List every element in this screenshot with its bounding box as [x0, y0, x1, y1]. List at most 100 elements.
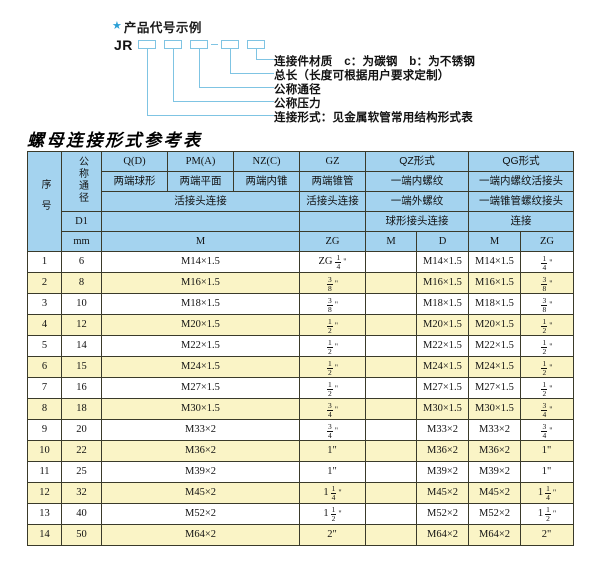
table-row: 8 18 M30×1.5 3 4 " M30×1.5 M30×1.5 3 4 " — [27, 398, 574, 420]
cell-qz-m — [365, 293, 417, 315]
cell-qz-d: M27×1.5 — [416, 377, 469, 399]
cell-qz-m — [365, 461, 417, 483]
header-unit-qz-m: M — [365, 231, 417, 252]
header-unit-qg-m: M — [468, 231, 521, 252]
table-row: 12 32 M45×2 1 1 4 " M45×2 M45×2 1 1 4 " — [27, 482, 574, 504]
cell-qg-zg: 3 8 " — [520, 272, 574, 294]
leader-line-1-horizontal — [256, 59, 274, 61]
table-row: 2 8 M16×1.5 3 8 " M16×1.5 M16×1.5 3 8 " — [27, 272, 574, 294]
leader-line-3-horizontal — [199, 87, 274, 89]
header-qz-desc3: 球形接头连接 — [365, 211, 469, 232]
header-unit-mm: mm — [61, 231, 102, 252]
cell-qg-zg: 3 8 " — [520, 293, 574, 315]
cell-qz-m — [365, 356, 417, 378]
cell-nominal-diameter: 50 — [61, 524, 102, 546]
header-group-gz-code: GZ — [299, 151, 366, 172]
cell-gz-zg: 1" — [299, 440, 366, 462]
table-row: 3 10 M18×1.5 3 8 " M18×1.5 M18×1.5 3 8 " — [27, 293, 574, 315]
cell-seq: 10 — [27, 440, 62, 462]
cell-qz-m — [365, 419, 417, 441]
cell-qz-d: M16×1.5 — [416, 272, 469, 294]
table-row: 7 16 M27×1.5 1 2 " M27×1.5 M27×1.5 1 2 " — [27, 377, 574, 399]
cell-seq: 9 — [27, 419, 62, 441]
cell-qg-zg: 1 2 " — [520, 356, 574, 378]
leader-line-3-vertical — [199, 49, 201, 88]
cell-seq: 4 — [27, 314, 62, 336]
header-nominal-diameter: 公称通径 — [61, 151, 102, 212]
header-qd-desc: 两端球形 — [101, 171, 168, 192]
header-unit-m: M — [101, 231, 300, 252]
header-row-units: mm M ZG M D M ZG — [28, 231, 574, 252]
header-d1: D1 — [61, 211, 102, 232]
table-body: 1 6 M14×1.5 ZG 1 4 " M14×1.5 M14×1.5 1 4 " 2 8 M16×1.5… — [27, 251, 574, 546]
cell-thread-m: M52×2 — [101, 503, 300, 525]
leader-line-2-vertical — [230, 49, 232, 74]
cell-qz-m — [365, 398, 417, 420]
cell-qz-m — [365, 251, 417, 273]
cell-thread-m: M33×2 — [101, 419, 300, 441]
cell-qg-zg: 3 4 " — [520, 398, 574, 420]
cell-qg-m: M39×2 — [468, 461, 521, 483]
cell-qg-m: M20×1.5 — [468, 314, 521, 336]
cell-thread-m: M22×1.5 — [101, 335, 300, 357]
cell-qg-m: M33×2 — [468, 419, 521, 441]
leader-line-5-vertical — [147, 49, 149, 116]
cell-qz-d: M33×2 — [416, 419, 469, 441]
header-qpn-connection: 活接头连接 — [101, 191, 300, 212]
cell-qz-m — [365, 503, 417, 525]
cell-qg-m: M14×1.5 — [468, 251, 521, 273]
cell-seq: 5 — [27, 335, 62, 357]
diagram-heading: 产品代号示例 — [123, 21, 202, 35]
cell-nominal-diameter: 8 — [61, 272, 102, 294]
cell-seq: 6 — [27, 356, 62, 378]
header-gz-desc: 两端锥管 — [299, 171, 366, 192]
cell-qg-zg: 1 1 2 " — [520, 503, 574, 525]
cell-nominal-diameter: 15 — [61, 356, 102, 378]
table-row: 14 50 M64×2 2" M64×2 M64×2 2" — [27, 524, 574, 546]
cell-gz-zg: 3 4 " — [299, 398, 366, 420]
cell-qg-zg: 1" — [520, 461, 574, 483]
cell-gz-zg: 3 8 " — [299, 293, 366, 315]
cell-seq: 1 — [27, 251, 62, 273]
header-group-qd-code: Q(D) — [101, 151, 168, 172]
cell-nominal-diameter: 22 — [61, 440, 102, 462]
cell-thread-m: M36×2 — [101, 440, 300, 462]
cell-nominal-diameter: 20 — [61, 419, 102, 441]
leader-line-5-horizontal — [147, 115, 274, 117]
cell-gz-zg: 3 4 " — [299, 419, 366, 441]
cell-qg-m: M22×1.5 — [468, 335, 521, 357]
cell-nominal-diameter: 32 — [61, 482, 102, 504]
cell-qg-m: M64×2 — [468, 524, 521, 546]
table-row: 5 14 M22×1.5 1 2 " M22×1.5 M22×1.5 1 2 " — [27, 335, 574, 357]
cell-nominal-diameter: 6 — [61, 251, 102, 273]
cell-gz-zg: 3 8 " — [299, 272, 366, 294]
cell-qg-zg: 1 2 " — [520, 314, 574, 336]
cell-qg-m: M18×1.5 — [468, 293, 521, 315]
cell-qg-zg: 1" — [520, 440, 574, 462]
code-box-4 — [221, 40, 239, 49]
code-label-nominal-diameter: 公称通径 — [274, 84, 321, 96]
header-group-pma-code: PM(A) — [167, 151, 234, 172]
leader-line-2-horizontal — [230, 73, 274, 75]
nut-connection-spec-table: 序号 公称通径 Q(D) PM(A) NZ(C) GZ QZ形式 QG形式 两端… — [27, 151, 574, 546]
cell-thread-m: M27×1.5 — [101, 377, 300, 399]
code-box-5 — [247, 40, 265, 49]
table-row: 10 22 M36×2 1" M36×2 M36×2 1" — [27, 440, 574, 462]
cell-seq: 3 — [27, 293, 62, 315]
cell-seq: 14 — [27, 524, 62, 546]
code-label-total-length: 总长（长度可根据用户要求定制） — [274, 70, 450, 82]
product-code-diagram: ★ 产品代号示例 JR 连接件材质 c：为碳钢 b：为不锈钢 总长（长度可根据用… — [0, 0, 600, 126]
diagram-heading-row: ★ 产品代号示例 — [112, 17, 202, 36]
header-qg-desc3: 连接 — [468, 211, 574, 232]
code-box-1 — [138, 40, 156, 49]
cell-qz-d: M22×1.5 — [416, 335, 469, 357]
cell-thread-m: M39×2 — [101, 461, 300, 483]
header-qz-desc1: 一端内螺纹 — [365, 171, 469, 192]
table-title: 螺母连接形式参考表 — [27, 131, 203, 150]
table-header: 序号 公称通径 Q(D) PM(A) NZ(C) GZ QZ形式 QG形式 两端… — [27, 151, 574, 252]
cell-qg-m: M45×2 — [468, 482, 521, 504]
cell-seq: 12 — [27, 482, 62, 504]
cell-qz-d: M20×1.5 — [416, 314, 469, 336]
cell-gz-zg: 1 2 " — [299, 377, 366, 399]
code-prefix: JR — [114, 37, 133, 53]
